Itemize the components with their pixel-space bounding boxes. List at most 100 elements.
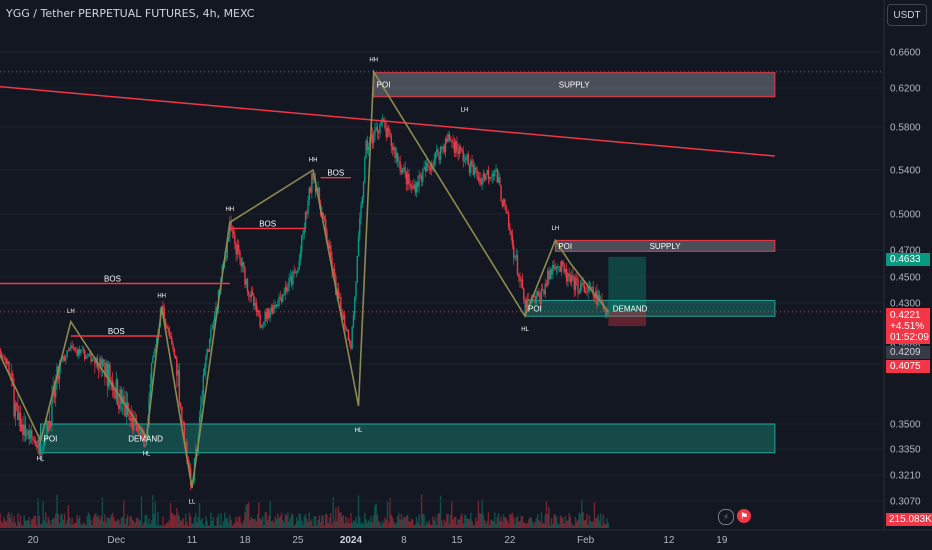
candle-body	[456, 141, 458, 152]
volume-bar	[245, 505, 247, 528]
price-tag-level-green: 0.4633	[886, 253, 930, 266]
candle-body	[166, 326, 168, 328]
demand-zone	[40, 423, 776, 454]
candle-body	[179, 402, 182, 407]
candle-body	[89, 353, 91, 355]
candle-body	[201, 397, 203, 406]
current-price: 0.4221	[890, 309, 921, 321]
candle-body	[468, 164, 471, 174]
lightning-icon[interactable]: ⚡	[718, 509, 734, 525]
price-tick-label: 0.4700	[890, 246, 921, 257]
volume-bar	[437, 514, 439, 528]
volume-bar	[312, 525, 314, 528]
volume-bar	[279, 515, 281, 528]
candle-body	[592, 286, 594, 296]
candle-countdown: 01:52:09	[890, 331, 929, 343]
demand-label: DEMAND	[128, 434, 163, 443]
candle-body	[23, 424, 25, 436]
candle-body	[263, 321, 265, 326]
candle-body	[215, 307, 217, 313]
volume-bar	[104, 514, 106, 528]
candle-body	[504, 199, 506, 205]
volume-bar	[120, 517, 123, 528]
currency-button[interactable]: USDT	[887, 4, 927, 26]
volume-bar	[399, 519, 401, 528]
volume-bar	[240, 522, 242, 528]
volume-bar	[284, 513, 287, 528]
candle-body	[475, 167, 477, 171]
volume-bar	[495, 523, 497, 528]
chart-tools: ⚡ ⚑	[718, 509, 751, 525]
volume-bar	[531, 521, 534, 528]
volume-bar	[417, 522, 419, 528]
volume-bar	[307, 521, 309, 528]
volume-bar	[68, 517, 71, 528]
demand-zone	[524, 299, 776, 317]
candle-body	[394, 147, 396, 159]
volume-bar	[434, 517, 437, 528]
volume-bar	[591, 522, 593, 528]
volume-bar	[412, 519, 414, 528]
volume-bar	[390, 514, 393, 528]
volume-bar	[408, 521, 410, 528]
volume-bar	[383, 522, 385, 528]
candle-body	[559, 266, 562, 272]
volume-bar	[446, 514, 448, 528]
candle-body	[173, 349, 176, 356]
volume-bar	[182, 517, 184, 528]
volume-bar	[116, 519, 119, 528]
candle-body	[351, 326, 353, 349]
volume-bar	[115, 521, 117, 528]
candle-body	[438, 156, 440, 160]
candle-body	[341, 309, 343, 320]
volume-bar	[152, 494, 154, 528]
flag-icon[interactable]: ⚑	[737, 509, 751, 523]
candle-body	[545, 283, 548, 286]
volume-bar	[163, 525, 165, 528]
candle-body	[384, 122, 386, 128]
candle-body	[290, 276, 293, 285]
volume-bar	[219, 524, 221, 528]
volume-bar	[216, 517, 218, 528]
volume-bar	[278, 518, 280, 528]
volume-bar	[254, 518, 256, 528]
candle-body	[482, 173, 485, 178]
volume-bar	[221, 525, 223, 528]
volume-bar	[367, 519, 370, 528]
volume-bar	[491, 520, 493, 528]
candle-body	[496, 168, 498, 183]
candle-body	[361, 197, 363, 205]
candle-body	[62, 356, 64, 360]
volume-bar	[465, 514, 467, 528]
volume-bar	[595, 518, 597, 528]
candle-body	[500, 185, 502, 202]
volume-bar	[419, 525, 422, 528]
volume-bar	[246, 504, 249, 528]
volume-bar	[593, 502, 596, 528]
bos-label: BOS	[259, 219, 276, 228]
candle-body	[494, 170, 496, 177]
volume-bar	[217, 513, 220, 528]
volume-bar	[567, 520, 569, 528]
volume-bar	[377, 520, 380, 528]
candle-body	[470, 160, 472, 174]
candle-body	[135, 419, 138, 431]
volume-bar	[242, 520, 245, 528]
volume-bar	[261, 516, 264, 528]
volume-bar	[322, 515, 324, 528]
volume-bar	[571, 523, 573, 528]
candle-body	[337, 288, 340, 298]
price-tick-label: 0.6200	[890, 84, 921, 95]
candle-body	[552, 264, 554, 275]
volume-bar	[554, 514, 557, 528]
volume-bar	[53, 518, 56, 528]
candle-body	[560, 261, 563, 272]
volume-bar	[347, 518, 350, 528]
candle-body	[342, 315, 345, 320]
volume-bar	[323, 525, 326, 528]
candle-body	[428, 165, 430, 167]
volume-bar	[277, 513, 279, 528]
candle-body	[92, 359, 95, 361]
volume-bar	[583, 519, 586, 528]
